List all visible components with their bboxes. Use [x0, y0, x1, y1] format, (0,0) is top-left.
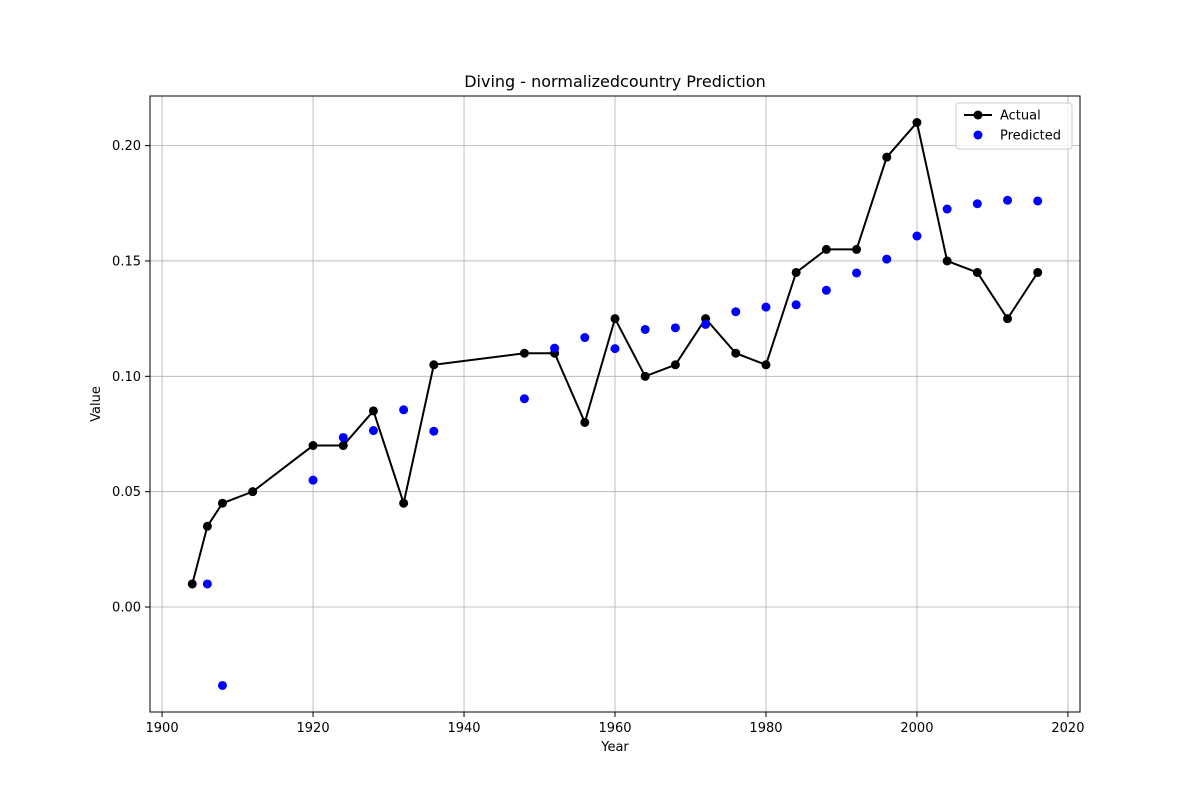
predicted-point	[1003, 195, 1013, 205]
predicted-point	[701, 319, 711, 329]
legend-actual-label: Actual	[1000, 109, 1041, 124]
actual-point	[972, 267, 982, 277]
x-tick-label: 1960	[598, 721, 631, 736]
x-tick-label: 1940	[447, 721, 480, 736]
predicted-point	[610, 344, 620, 354]
predicted-point	[519, 394, 529, 404]
predicted-point	[338, 432, 348, 442]
legend-predicted-marker	[973, 130, 983, 140]
chart-title: Diving - normalizedcountry Prediction	[464, 72, 766, 91]
predicted-point	[731, 307, 741, 317]
predicted-point	[550, 343, 560, 353]
actual-point	[821, 244, 831, 254]
actual-point	[580, 417, 590, 427]
actual-point	[248, 487, 258, 497]
actual-point	[791, 267, 801, 277]
y-axis-label: Value	[89, 386, 104, 422]
predicted-point	[972, 199, 982, 209]
actual-point	[217, 498, 227, 508]
actual-point	[640, 371, 650, 381]
actual-point	[368, 406, 378, 416]
tick-layer: 1900 1920 1940 1960 1980 2000 2020 0.00 0.05 0.10…	[112, 139, 1084, 736]
predicted-point	[791, 300, 801, 310]
series-layer	[187, 118, 1043, 690]
predicted-point	[429, 426, 439, 436]
actual-point	[187, 579, 197, 589]
actual-point	[519, 348, 529, 358]
y-tick-label: 0.10	[112, 370, 141, 385]
x-tick-label: 1920	[297, 721, 330, 736]
predicted-point	[580, 333, 590, 343]
x-tick-label: 2000	[900, 721, 933, 736]
predicted-point	[308, 475, 318, 485]
y-tick-label: 0.15	[112, 254, 141, 269]
predicted-point	[912, 231, 922, 241]
actual-point	[761, 360, 771, 370]
actual-point	[882, 152, 892, 162]
predicted-point	[368, 426, 378, 436]
y-tick-label: 0.05	[112, 485, 141, 500]
actual-point	[399, 498, 409, 508]
actual-point	[429, 360, 439, 370]
grid-layer	[150, 96, 1080, 712]
x-tick-label: 1900	[146, 721, 179, 736]
y-tick-label: 0.20	[112, 139, 141, 154]
actual-point	[852, 244, 862, 254]
actual-point	[202, 521, 212, 531]
actual-point	[942, 256, 952, 266]
predicted-point	[670, 323, 680, 333]
actual-point	[1033, 267, 1043, 277]
actual-point	[731, 348, 741, 358]
predicted-point	[852, 268, 862, 278]
y-tick-label: 0.00	[112, 601, 141, 616]
predicted-point	[640, 324, 650, 334]
actual-point	[308, 441, 318, 451]
legend-actual-marker	[973, 110, 983, 120]
predicted-point	[761, 302, 771, 312]
x-axis-label: Year	[600, 740, 629, 755]
actual-point	[1003, 314, 1013, 324]
legend-predicted-label: Predicted	[1000, 129, 1061, 144]
x-tick-label: 1980	[749, 721, 782, 736]
actual-point	[912, 118, 922, 128]
predicted-point	[942, 204, 952, 214]
predicted-point	[1033, 196, 1043, 206]
actual-point	[610, 314, 620, 324]
actual-point	[670, 360, 680, 370]
predicted-point	[882, 254, 892, 264]
predicted-point	[202, 579, 212, 589]
legend: Actual Predicted	[955, 102, 1073, 150]
predicted-point	[217, 680, 227, 690]
actual-point	[338, 441, 348, 451]
x-tick-label: 2020	[1051, 721, 1084, 736]
predicted-point	[821, 285, 831, 295]
predicted-point	[399, 405, 409, 415]
